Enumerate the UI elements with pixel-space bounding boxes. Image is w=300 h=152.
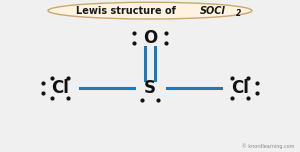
Text: Lewis structure of: Lewis structure of (76, 6, 180, 16)
Text: Cl: Cl (231, 79, 249, 97)
Text: O: O (143, 29, 157, 47)
Text: S: S (144, 79, 156, 97)
Ellipse shape (48, 2, 252, 19)
Text: © knordlearning.com: © knordlearning.com (242, 143, 294, 149)
Text: 2: 2 (236, 9, 241, 18)
Text: SOCl: SOCl (200, 6, 225, 16)
Text: Cl: Cl (51, 79, 69, 97)
